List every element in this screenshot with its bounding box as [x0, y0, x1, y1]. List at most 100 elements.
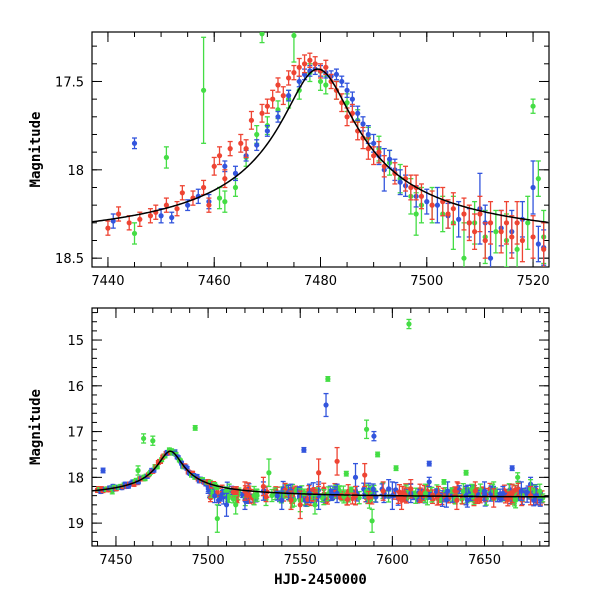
x-tick-label: 7440: [91, 274, 124, 289]
data-point: [365, 137, 371, 160]
data-point: [312, 56, 318, 72]
data-point: [110, 213, 116, 229]
data-point: [393, 465, 399, 472]
data-point: [397, 169, 403, 196]
data-point: [530, 215, 536, 259]
data-point: [301, 446, 307, 453]
data-point: [254, 139, 260, 152]
y-tick-label: 17.5: [55, 75, 84, 90]
y-tick-label: 18.5: [55, 252, 84, 267]
data-point: [386, 149, 393, 169]
data-point: [323, 59, 329, 76]
data-point: [541, 222, 547, 267]
data-point: [100, 467, 106, 474]
data-point: [417, 483, 423, 504]
data-point: [472, 481, 478, 501]
data-point: [434, 186, 441, 224]
y-tick-label: 18: [67, 471, 84, 486]
x-tick-label: 7500: [192, 553, 225, 568]
data-point: [487, 200, 494, 245]
y-tick-label: 19: [67, 517, 84, 532]
plot-frame: [91, 307, 550, 547]
data-point: [126, 215, 132, 231]
y-tick-label: 17: [67, 426, 84, 441]
y-tick-label: 18: [67, 164, 84, 179]
data-point: [466, 204, 472, 242]
data-point: [275, 77, 281, 93]
y-tick-label: 16: [67, 380, 84, 395]
data-point: [158, 208, 164, 224]
data-point: [232, 165, 239, 182]
data-point: [334, 446, 340, 476]
data-point: [519, 218, 526, 263]
data-point: [190, 190, 196, 206]
data-point: [456, 200, 462, 238]
data-point: [426, 476, 432, 488]
x-tick-label: 7600: [376, 553, 409, 568]
data-point: [251, 485, 257, 506]
data-point: [275, 110, 281, 123]
y-tick-label: 15: [67, 334, 84, 349]
data-point: [216, 186, 223, 210]
data-point: [232, 178, 239, 197]
data-point: [238, 133, 244, 153]
plot-area: [92, 318, 549, 533]
data-point: [380, 481, 386, 501]
data-point: [509, 465, 515, 472]
data-point: [408, 174, 414, 201]
y-axis-label: Magnitude: [28, 112, 44, 188]
model-fit-curve: [92, 68, 548, 224]
data-point: [440, 186, 446, 217]
data-point: [450, 192, 456, 226]
data-point: [477, 195, 483, 233]
data-point: [307, 52, 313, 68]
data-point: [312, 495, 318, 515]
baseline-data-point: [269, 488, 275, 503]
data-point: [147, 208, 154, 224]
data-point: [135, 465, 141, 476]
data-point: [248, 110, 255, 130]
data-point: [509, 483, 515, 504]
data-point: [291, 32, 297, 63]
data-point: [316, 458, 322, 488]
data-point: [266, 458, 272, 488]
data-point: [537, 483, 543, 499]
data-point: [206, 197, 212, 213]
x-tick-label: 7460: [198, 274, 231, 289]
data-point: [192, 424, 198, 431]
data-point: [375, 451, 381, 458]
data-point: [153, 204, 159, 220]
data-point: [131, 222, 138, 245]
data-point: [270, 89, 276, 109]
x-tick-label: 7480: [304, 274, 337, 289]
baseline-data-point: [477, 496, 483, 504]
data-point: [259, 103, 265, 123]
data-point: [227, 140, 233, 157]
data-point: [264, 98, 270, 114]
data-point: [286, 89, 292, 102]
data-point: [381, 155, 387, 178]
data-point: [140, 433, 147, 444]
data-point: [498, 209, 504, 254]
data-point: [223, 492, 230, 517]
data-point: [515, 472, 521, 483]
data-point: [222, 190, 228, 213]
data-point: [408, 478, 414, 499]
data-point: [398, 490, 405, 511]
data-point: [493, 209, 499, 254]
data-point: [323, 75, 329, 95]
data-point: [105, 220, 111, 236]
data-point: [363, 419, 370, 440]
data-point: [216, 146, 223, 166]
baseline-data-point: [531, 494, 537, 507]
y-axis-label: Magnitude: [28, 389, 44, 465]
data-point: [535, 160, 541, 197]
data-point: [333, 68, 340, 81]
data-point: [376, 140, 382, 164]
data-point: [463, 469, 469, 476]
data-point: [445, 199, 451, 229]
data-point: [418, 183, 425, 210]
data-point: [325, 376, 331, 382]
data-point: [482, 222, 488, 259]
